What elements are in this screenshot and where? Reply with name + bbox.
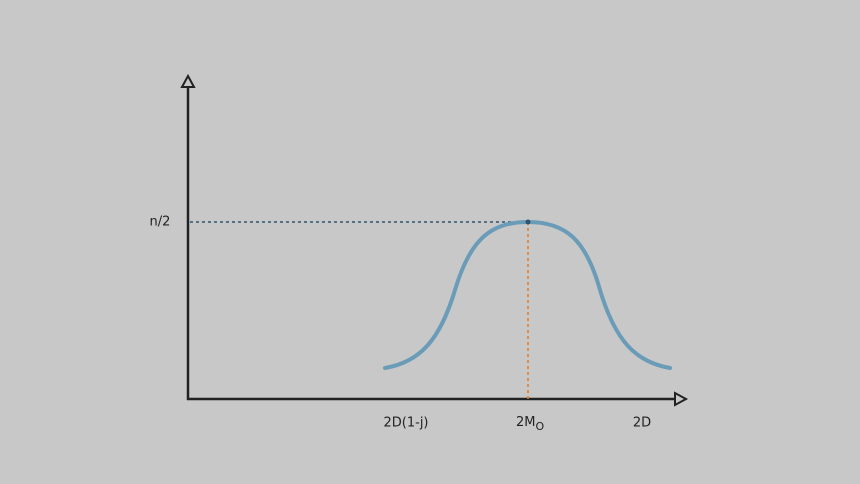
x-label-peak-sub: O: [536, 420, 545, 433]
y-axis-arrow: [180, 73, 196, 88]
x-label-peak: 2MO: [516, 415, 545, 434]
x-label-peak-main: 2M: [516, 415, 536, 430]
x-axis-arrow: [674, 391, 689, 407]
peak-point: [525, 219, 531, 225]
x-label: 2D(1-j): [384, 416, 429, 431]
x-label: 2D: [633, 416, 651, 431]
y-label: n/2: [150, 215, 171, 230]
